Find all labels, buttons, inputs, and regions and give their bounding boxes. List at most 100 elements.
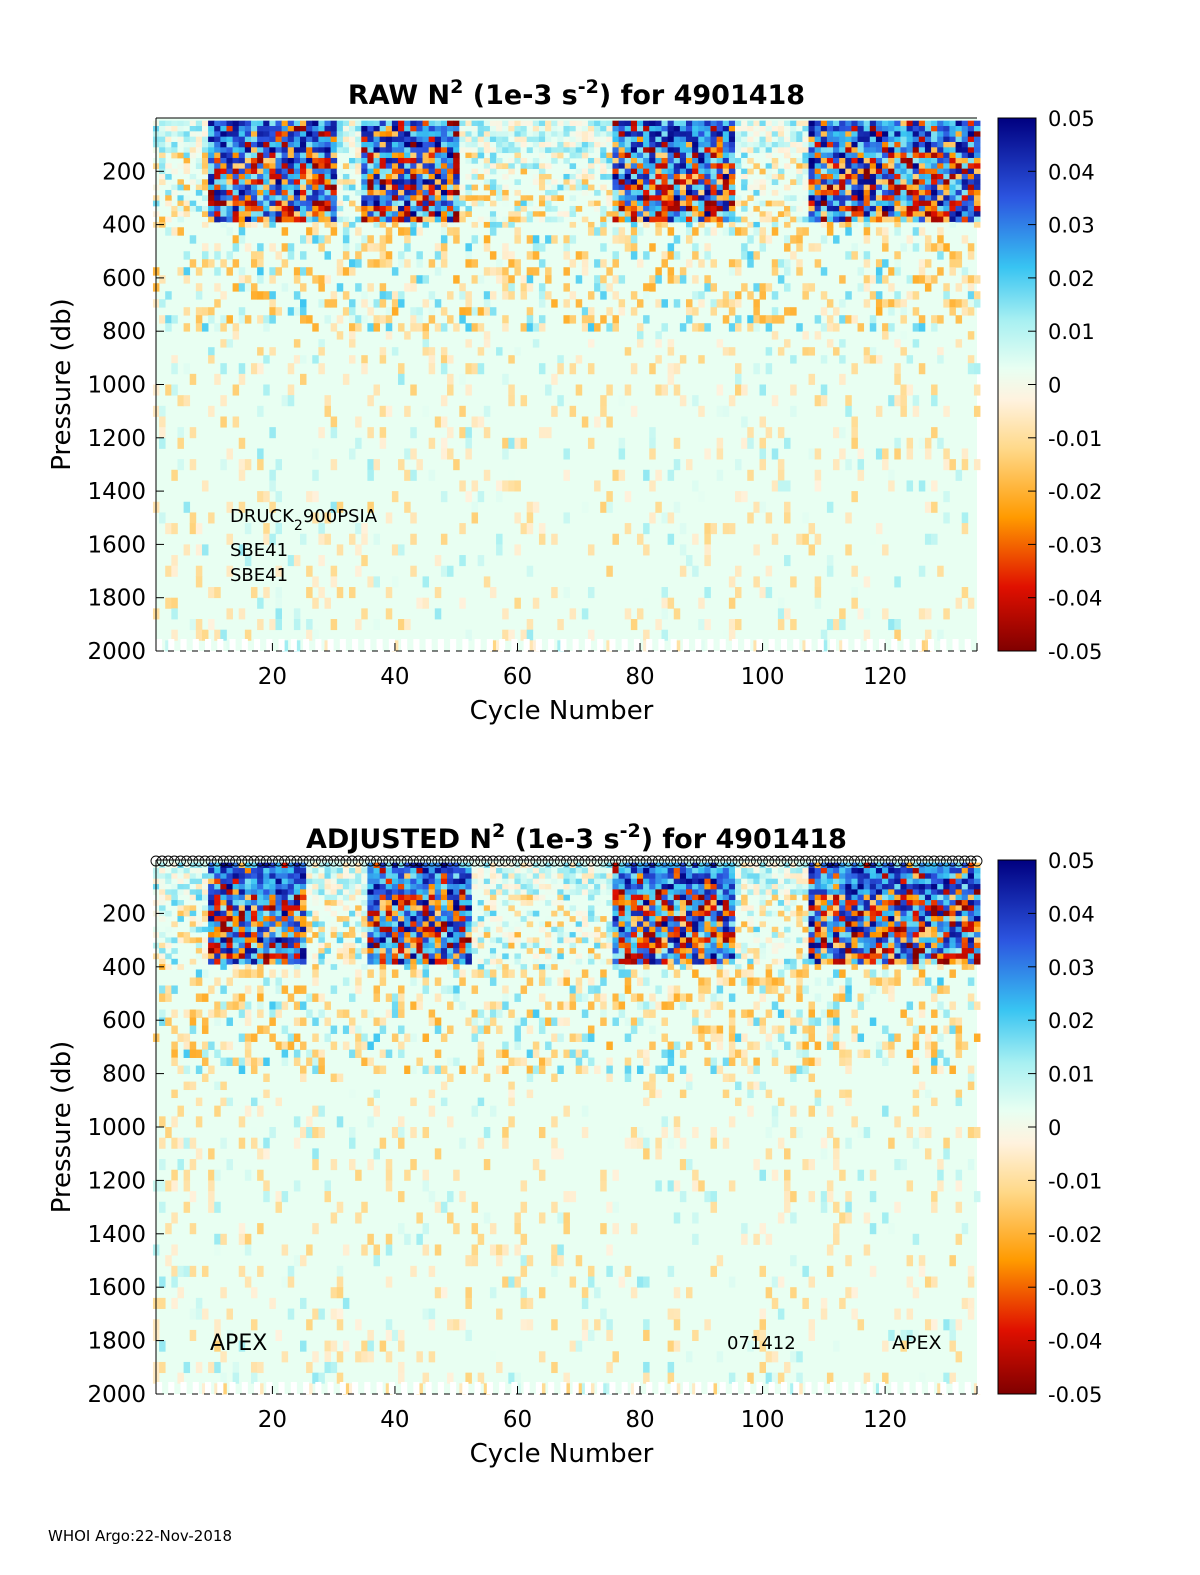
cycle-marker (211, 855, 223, 867)
sensor-label-2: SBE41 (230, 565, 288, 586)
cycle-marker (836, 855, 848, 867)
cycle-marker (898, 855, 909, 867)
colorbar-tick-label: -0.02 (1048, 1223, 1102, 1247)
cycle-marker (224, 855, 235, 867)
cycle-marker (181, 855, 193, 867)
x-tick-label: 100 (741, 664, 785, 690)
cycle-marker (646, 855, 658, 867)
cycle-marker (254, 855, 266, 867)
cycle-marker (432, 855, 444, 867)
colorbar-tick-label: 0 (1048, 374, 1061, 398)
sensor-label-1: SBE41 (230, 540, 288, 561)
colorbar-tick-label: 0.02 (1048, 1009, 1095, 1033)
footer-credit: WHOI Argo:22-Nov-2018 (48, 1527, 232, 1545)
y-axis-label: Pressure (db) (47, 1041, 77, 1214)
cycle-marker (904, 855, 916, 867)
cycle-marker (689, 855, 701, 867)
x-tick-label: 20 (258, 664, 287, 690)
cycle-marker (438, 855, 450, 867)
cycle-marker (175, 855, 186, 867)
cycle-marker (248, 855, 260, 867)
cycle-marker (512, 855, 523, 867)
y-tick-label: 1600 (87, 532, 146, 558)
cycle-marker (934, 855, 946, 867)
cycle-marker (524, 855, 536, 867)
cycle-marker (481, 855, 493, 867)
cycle-marker (603, 855, 615, 867)
cycle-marker (781, 855, 793, 867)
cycle-marker (910, 855, 922, 867)
cycle-marker (891, 855, 903, 867)
cycle-marker (401, 855, 413, 867)
cycle-marker (744, 855, 756, 867)
cycle-marker (542, 855, 554, 867)
y-tick-label: 1200 (87, 426, 146, 452)
cycle-marker (787, 855, 799, 867)
cycle-marker (634, 855, 646, 867)
x-tick-label: 60 (503, 664, 532, 690)
chart-panel-1: 20 40 60 80 100 120 200 400 600 800 1000 1200 1400 16… (47, 76, 1102, 726)
colorbar-tick-label: -0.03 (1048, 1276, 1102, 1300)
cycle-marker (665, 855, 677, 867)
colorbar-tick-label: 0.03 (1048, 214, 1095, 238)
colorbar-tick-label: 0.05 (1048, 107, 1095, 131)
y-tick-label: 1800 (87, 586, 146, 612)
chart-title: RAW N2 (1e-3 s-2) for 4901418 (348, 76, 805, 111)
cycle-marker (916, 855, 928, 867)
x-tick-label: 100 (741, 1407, 785, 1433)
cycle-marker (579, 855, 591, 867)
cycle-marker (824, 855, 836, 867)
cycle-marker (346, 855, 358, 867)
cycle-marker (873, 855, 885, 867)
y-tick-label: 200 (102, 159, 146, 185)
cycle-marker (757, 855, 769, 867)
y-tick-label: 1800 (87, 1329, 146, 1355)
y-tick-label: 600 (102, 1008, 146, 1034)
colorbar-tick-label: 0.03 (1048, 956, 1095, 980)
colorbar-tick-label: -0.04 (1048, 587, 1102, 611)
colorbar-tick-label: -0.05 (1048, 640, 1102, 664)
cycle-marker (217, 855, 229, 867)
cycle-marker (322, 855, 334, 867)
y-tick-label: 1200 (87, 1168, 146, 1194)
y-tick-label: 2000 (87, 1382, 146, 1408)
colorbar-tick-label: 0.01 (1048, 320, 1095, 344)
x-axis-label: Cycle Number (470, 1439, 654, 1469)
y-axis-label: Pressure (db) (47, 298, 77, 471)
cycle-marker (861, 855, 873, 867)
cycle-marker (162, 855, 174, 867)
colorbar: 0.05 0.04 0.03 0.02 0.01 0 -0.01 -0.02 -0.03 -0.0… (997, 107, 1102, 664)
cycle-marker (291, 855, 303, 867)
cycle-marker (285, 855, 297, 867)
colorbar-tick-label: 0 (1048, 1116, 1061, 1140)
cycle-marker (940, 855, 952, 867)
platform-label-left: APEX (210, 1331, 267, 1356)
cycle-marker (273, 855, 284, 867)
x-tick-label: 60 (503, 1407, 532, 1433)
cycle-marker (659, 855, 670, 867)
cycle-marker (297, 855, 309, 867)
cycle-marker (475, 855, 487, 867)
cycle-marker (193, 855, 205, 867)
cycle-marker (867, 855, 879, 867)
cycle-marker (818, 855, 830, 867)
cycle-marker (806, 855, 818, 867)
cycle-marker (242, 855, 254, 867)
cycle-marker (493, 855, 505, 867)
cycle-marker (953, 855, 965, 867)
cycle-marker (628, 855, 640, 867)
colorbar-tick-label: -0.01 (1048, 427, 1102, 451)
cycle-marker (328, 855, 340, 867)
x-tick-label: 40 (380, 664, 409, 690)
firmware-label: 071412 (727, 1333, 796, 1354)
cycle-marker (168, 855, 180, 867)
cycle-marker (652, 855, 664, 867)
cycle-marker (799, 855, 811, 867)
cycle-marker (309, 855, 321, 867)
cycle-marker (567, 855, 579, 867)
cycle-marker (701, 855, 713, 867)
cycle-marker (585, 855, 597, 867)
cycle-marker (334, 855, 346, 867)
cycle-marker (928, 855, 940, 867)
cycle-marker (622, 855, 634, 867)
